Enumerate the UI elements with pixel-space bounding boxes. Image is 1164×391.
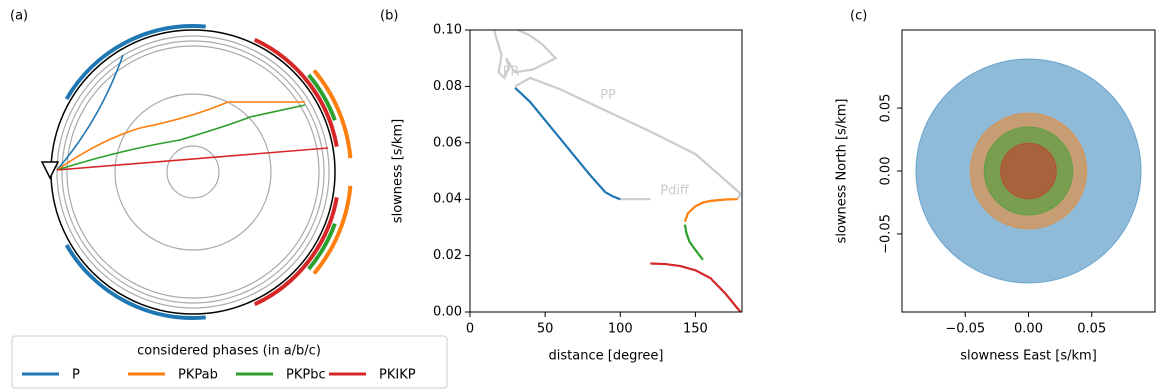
axes-frame	[469, 29, 743, 313]
y-tick-label: 0.06	[433, 135, 462, 150]
station	[40, 161, 60, 180]
x-tick-label: −0.05	[945, 322, 985, 337]
phase-arc	[64, 24, 206, 101]
phase-arc	[312, 185, 353, 275]
panel-label: (a)	[10, 9, 28, 24]
series-line	[683, 198, 738, 223]
x-tick-label: 50	[537, 322, 554, 337]
x-axis-label: slowness East [s/km]	[960, 349, 1097, 364]
y-tick-label: 0.08	[433, 79, 462, 94]
y-tick-label: 0.10	[433, 23, 462, 38]
legend-label: PKPbc	[286, 368, 326, 383]
phase-arc	[307, 222, 337, 271]
y-tick-label: 0.00	[433, 305, 462, 320]
y-tick-label: 0.04	[433, 192, 462, 207]
series-line	[650, 262, 742, 313]
legend: considered phases (in a/b/c) P PKPab PKPbc…	[11, 335, 448, 389]
series-line	[683, 224, 704, 261]
series-line	[514, 87, 621, 201]
phase-arc	[253, 197, 339, 307]
y-tick-label: −0.05	[879, 214, 894, 254]
layer	[66, 45, 320, 299]
phase-arc	[64, 243, 206, 320]
x-tick-label: 0.05	[1077, 322, 1106, 337]
reference-curve	[492, 29, 558, 80]
y-axis-label: slowness North [s/km]	[835, 99, 850, 244]
y-tick-label: 0.05	[879, 94, 894, 123]
x-tick-label: 0.00	[1014, 322, 1043, 337]
curve-label: PR	[503, 64, 520, 79]
ray-diagram: (a)	[10, 9, 353, 320]
inner-core	[166, 145, 220, 199]
panel-label: (c)	[850, 9, 867, 24]
ray	[56, 54, 124, 171]
legend-label: P	[72, 368, 80, 383]
layer	[61, 40, 325, 304]
layer	[56, 35, 330, 309]
legend-title: considered phases (in a/b/c)	[137, 344, 321, 359]
x-axis-label: distance [degree]	[549, 349, 664, 364]
x-tick-label: 150	[683, 322, 708, 337]
curve-label: Pdiff	[660, 184, 690, 199]
curve-label: PP	[600, 88, 616, 103]
slowness-disk	[1000, 142, 1057, 200]
y-tick-label: 0.00	[879, 157, 894, 186]
ray	[56, 104, 306, 171]
ray	[56, 101, 305, 171]
legend-label: PKIKP	[379, 368, 416, 383]
x-tick-label: 0	[466, 322, 474, 337]
outer-core	[114, 93, 272, 251]
y-axis-label: slowness [s/km]	[391, 119, 406, 223]
y-tick-label: 0.02	[433, 248, 462, 263]
panel-label: (b)	[380, 9, 398, 24]
earth-surface	[50, 29, 336, 315]
phase-arc	[253, 37, 339, 147]
legend-label: PKPab	[178, 368, 218, 383]
phase-arc	[312, 69, 353, 159]
reference-curve	[514, 76, 742, 200]
ray	[56, 147, 329, 171]
x-tick-label: 100	[608, 322, 633, 337]
phase-arc	[307, 73, 337, 122]
